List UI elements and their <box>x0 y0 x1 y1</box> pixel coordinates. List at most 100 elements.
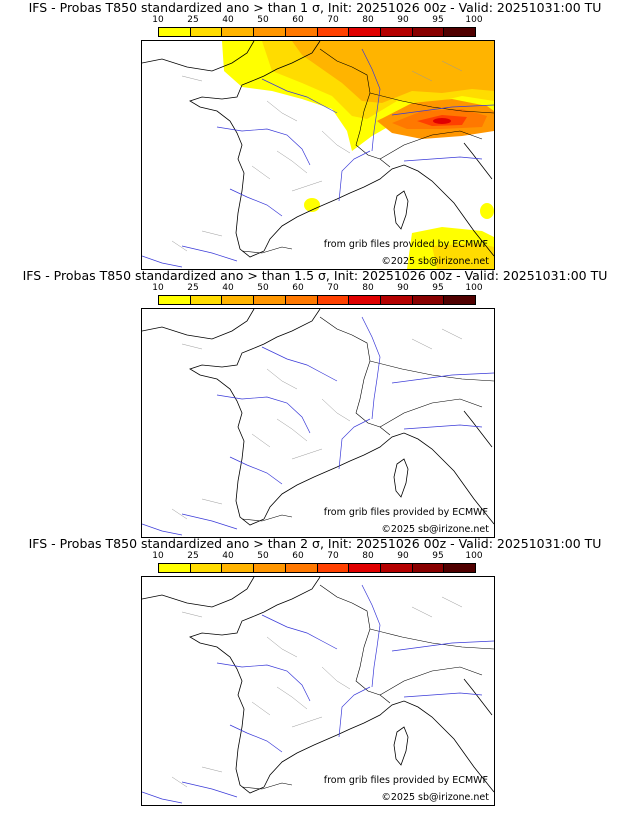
river-rhine <box>361 316 381 420</box>
colorbar-swatch-50 <box>254 296 286 304</box>
colorbar-tick-95: 95 <box>432 551 444 561</box>
river-po <box>403 156 483 162</box>
colorbar-tick-25: 25 <box>187 15 199 25</box>
coastline-mediterranean <box>263 700 494 793</box>
map-panel: IFS - Probas T850 standardized ano > tha… <box>0 0 630 270</box>
map-base <box>142 577 494 804</box>
colorbar <box>158 27 476 37</box>
border-france-spain <box>241 782 293 790</box>
colorbar-ticks: 10 25 40 50 60 70 80 90 95 100 <box>152 551 482 563</box>
border-france-belgium <box>319 584 371 648</box>
river-ebro <box>181 245 238 262</box>
colorbar-swatch-10 <box>159 28 191 36</box>
border-france-switzerland <box>355 646 391 704</box>
colorbar-tick-70: 70 <box>327 15 339 25</box>
river-rhone <box>338 418 371 470</box>
border-france-spain <box>241 246 293 254</box>
map-svg <box>142 41 494 269</box>
panel-title: IFS - Probas T850 standardized ano > tha… <box>28 536 602 551</box>
colorbar-swatch-60 <box>285 28 318 36</box>
river-rhine <box>361 48 381 152</box>
river-seine <box>261 346 338 382</box>
colorbar-swatch-10 <box>159 564 191 572</box>
colorbar-tick-50: 50 <box>257 15 269 25</box>
colorbar-swatch-100 <box>444 296 476 304</box>
colorbar-swatch-95 <box>412 296 445 304</box>
border-alps-italy <box>379 666 483 696</box>
source-credit: from grib files provided by ECMWF <box>323 775 488 786</box>
colorbar-tick-90: 90 <box>397 15 409 25</box>
colorbar-swatch-10 <box>159 296 191 304</box>
river-seine <box>261 78 338 114</box>
coastline-england <box>142 41 255 72</box>
map-panel: IFS - Probas T850 standardized ano > tha… <box>0 536 630 806</box>
colorbar-swatch-70 <box>317 296 350 304</box>
colorbar-tick-10: 10 <box>152 551 164 561</box>
colorbar-tick-10: 10 <box>152 283 164 293</box>
panel-title: IFS - Probas T850 standardized ano > tha… <box>22 268 608 283</box>
colorbar-swatch-40 <box>222 28 255 36</box>
admin-lines <box>171 596 463 788</box>
colorbar-tick-95: 95 <box>432 15 444 25</box>
river-garonne <box>229 456 283 485</box>
colorbar <box>158 295 476 305</box>
coastline-france-atlantic <box>189 309 321 526</box>
river-tagus <box>142 255 183 268</box>
border-france-switzerland <box>355 378 391 436</box>
colorbar-swatch-25 <box>190 296 223 304</box>
corsica <box>393 458 409 498</box>
shade-alps-peak <box>433 118 451 124</box>
border-france-belgium <box>319 316 371 380</box>
river-danube <box>391 640 494 652</box>
river-rhine <box>361 584 381 688</box>
colorbar-swatch-40 <box>222 296 255 304</box>
colorbar-tick-100: 100 <box>465 15 483 25</box>
coastline-adriatic <box>463 142 493 180</box>
river-tagus <box>142 523 183 536</box>
colorbar-swatch-40 <box>222 564 255 572</box>
corsica <box>393 726 409 766</box>
panel-title: IFS - Probas T850 standardized ano > tha… <box>28 0 602 15</box>
colorbar-tick-90: 90 <box>397 551 409 561</box>
map-base <box>142 309 494 536</box>
coastline-adriatic <box>463 678 493 716</box>
map-base <box>142 41 494 268</box>
colorbar-tick-80: 80 <box>362 15 374 25</box>
source-credit: from grib files provided by ECMWF <box>323 239 488 250</box>
river-loire <box>216 394 311 434</box>
colorbar-swatch-25 <box>190 564 223 572</box>
coastline-england <box>142 309 255 340</box>
coastline-france-atlantic <box>189 577 321 794</box>
corsica <box>393 190 409 230</box>
river-danube <box>391 372 494 384</box>
border-france-belgium <box>319 48 371 112</box>
river-po <box>403 692 483 698</box>
colorbar-tick-60: 60 <box>292 15 304 25</box>
colorbar-ticks: 10 25 40 50 60 70 80 90 95 100 <box>152 283 482 295</box>
shade-east-spot <box>480 203 494 219</box>
river-danube <box>391 104 494 116</box>
coastline-france-atlantic <box>189 41 321 258</box>
copyright-credit: ©2025 sb@irizone.net <box>381 256 489 267</box>
river-garonne <box>229 724 283 753</box>
colorbar-swatch-80 <box>349 564 381 572</box>
colorbar-tick-50: 50 <box>257 283 269 293</box>
coastline-mediterranean <box>263 164 494 257</box>
colorbar-swatch-100 <box>444 564 476 572</box>
probability-shading <box>222 41 494 269</box>
colorbar-tick-90: 90 <box>397 283 409 293</box>
coastline-mediterranean <box>263 432 494 525</box>
colorbar-swatch-90 <box>380 296 413 304</box>
map-area: from grib files provided by ECMWF ©2025 … <box>141 576 495 806</box>
copyright-credit: ©2025 sb@irizone.net <box>381 524 489 535</box>
shade-south-core <box>432 243 494 269</box>
colorbar-swatch-25 <box>190 28 223 36</box>
colorbar-swatch-100 <box>444 28 476 36</box>
colorbar <box>158 563 476 573</box>
colorbar-tick-40: 40 <box>222 283 234 293</box>
colorbar-swatch-50 <box>254 28 286 36</box>
colorbar-tick-70: 70 <box>327 551 339 561</box>
river-garonne <box>229 188 283 217</box>
river-loire <box>216 662 311 702</box>
colorbar-tick-100: 100 <box>465 551 483 561</box>
